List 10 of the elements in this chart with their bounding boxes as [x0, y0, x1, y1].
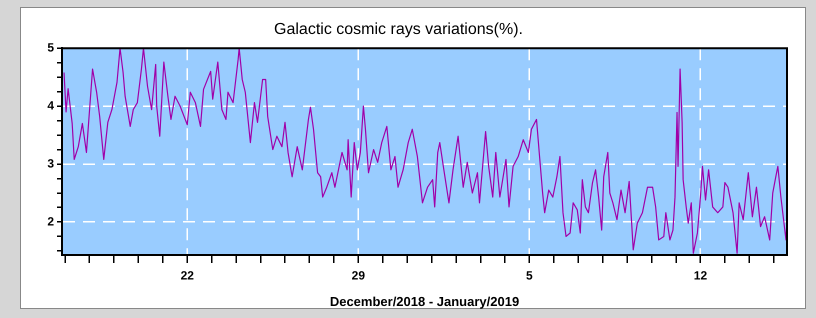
x-tick-label: 22 — [180, 268, 194, 283]
x-tick-label: 5 — [526, 268, 534, 283]
x-tick-label: 12 — [694, 268, 708, 283]
y-tick-label: 3 — [47, 156, 54, 170]
y-tick-label: 2 — [47, 214, 54, 228]
y-tick-label: 4 — [47, 98, 54, 112]
chart-title: Galactic cosmic rays variations(%). — [274, 21, 523, 38]
y-tick-label: 5 — [47, 40, 54, 55]
x-axis-title: December/2018 - January/2019 — [330, 294, 520, 309]
x-tick-label: 29 — [352, 268, 366, 283]
